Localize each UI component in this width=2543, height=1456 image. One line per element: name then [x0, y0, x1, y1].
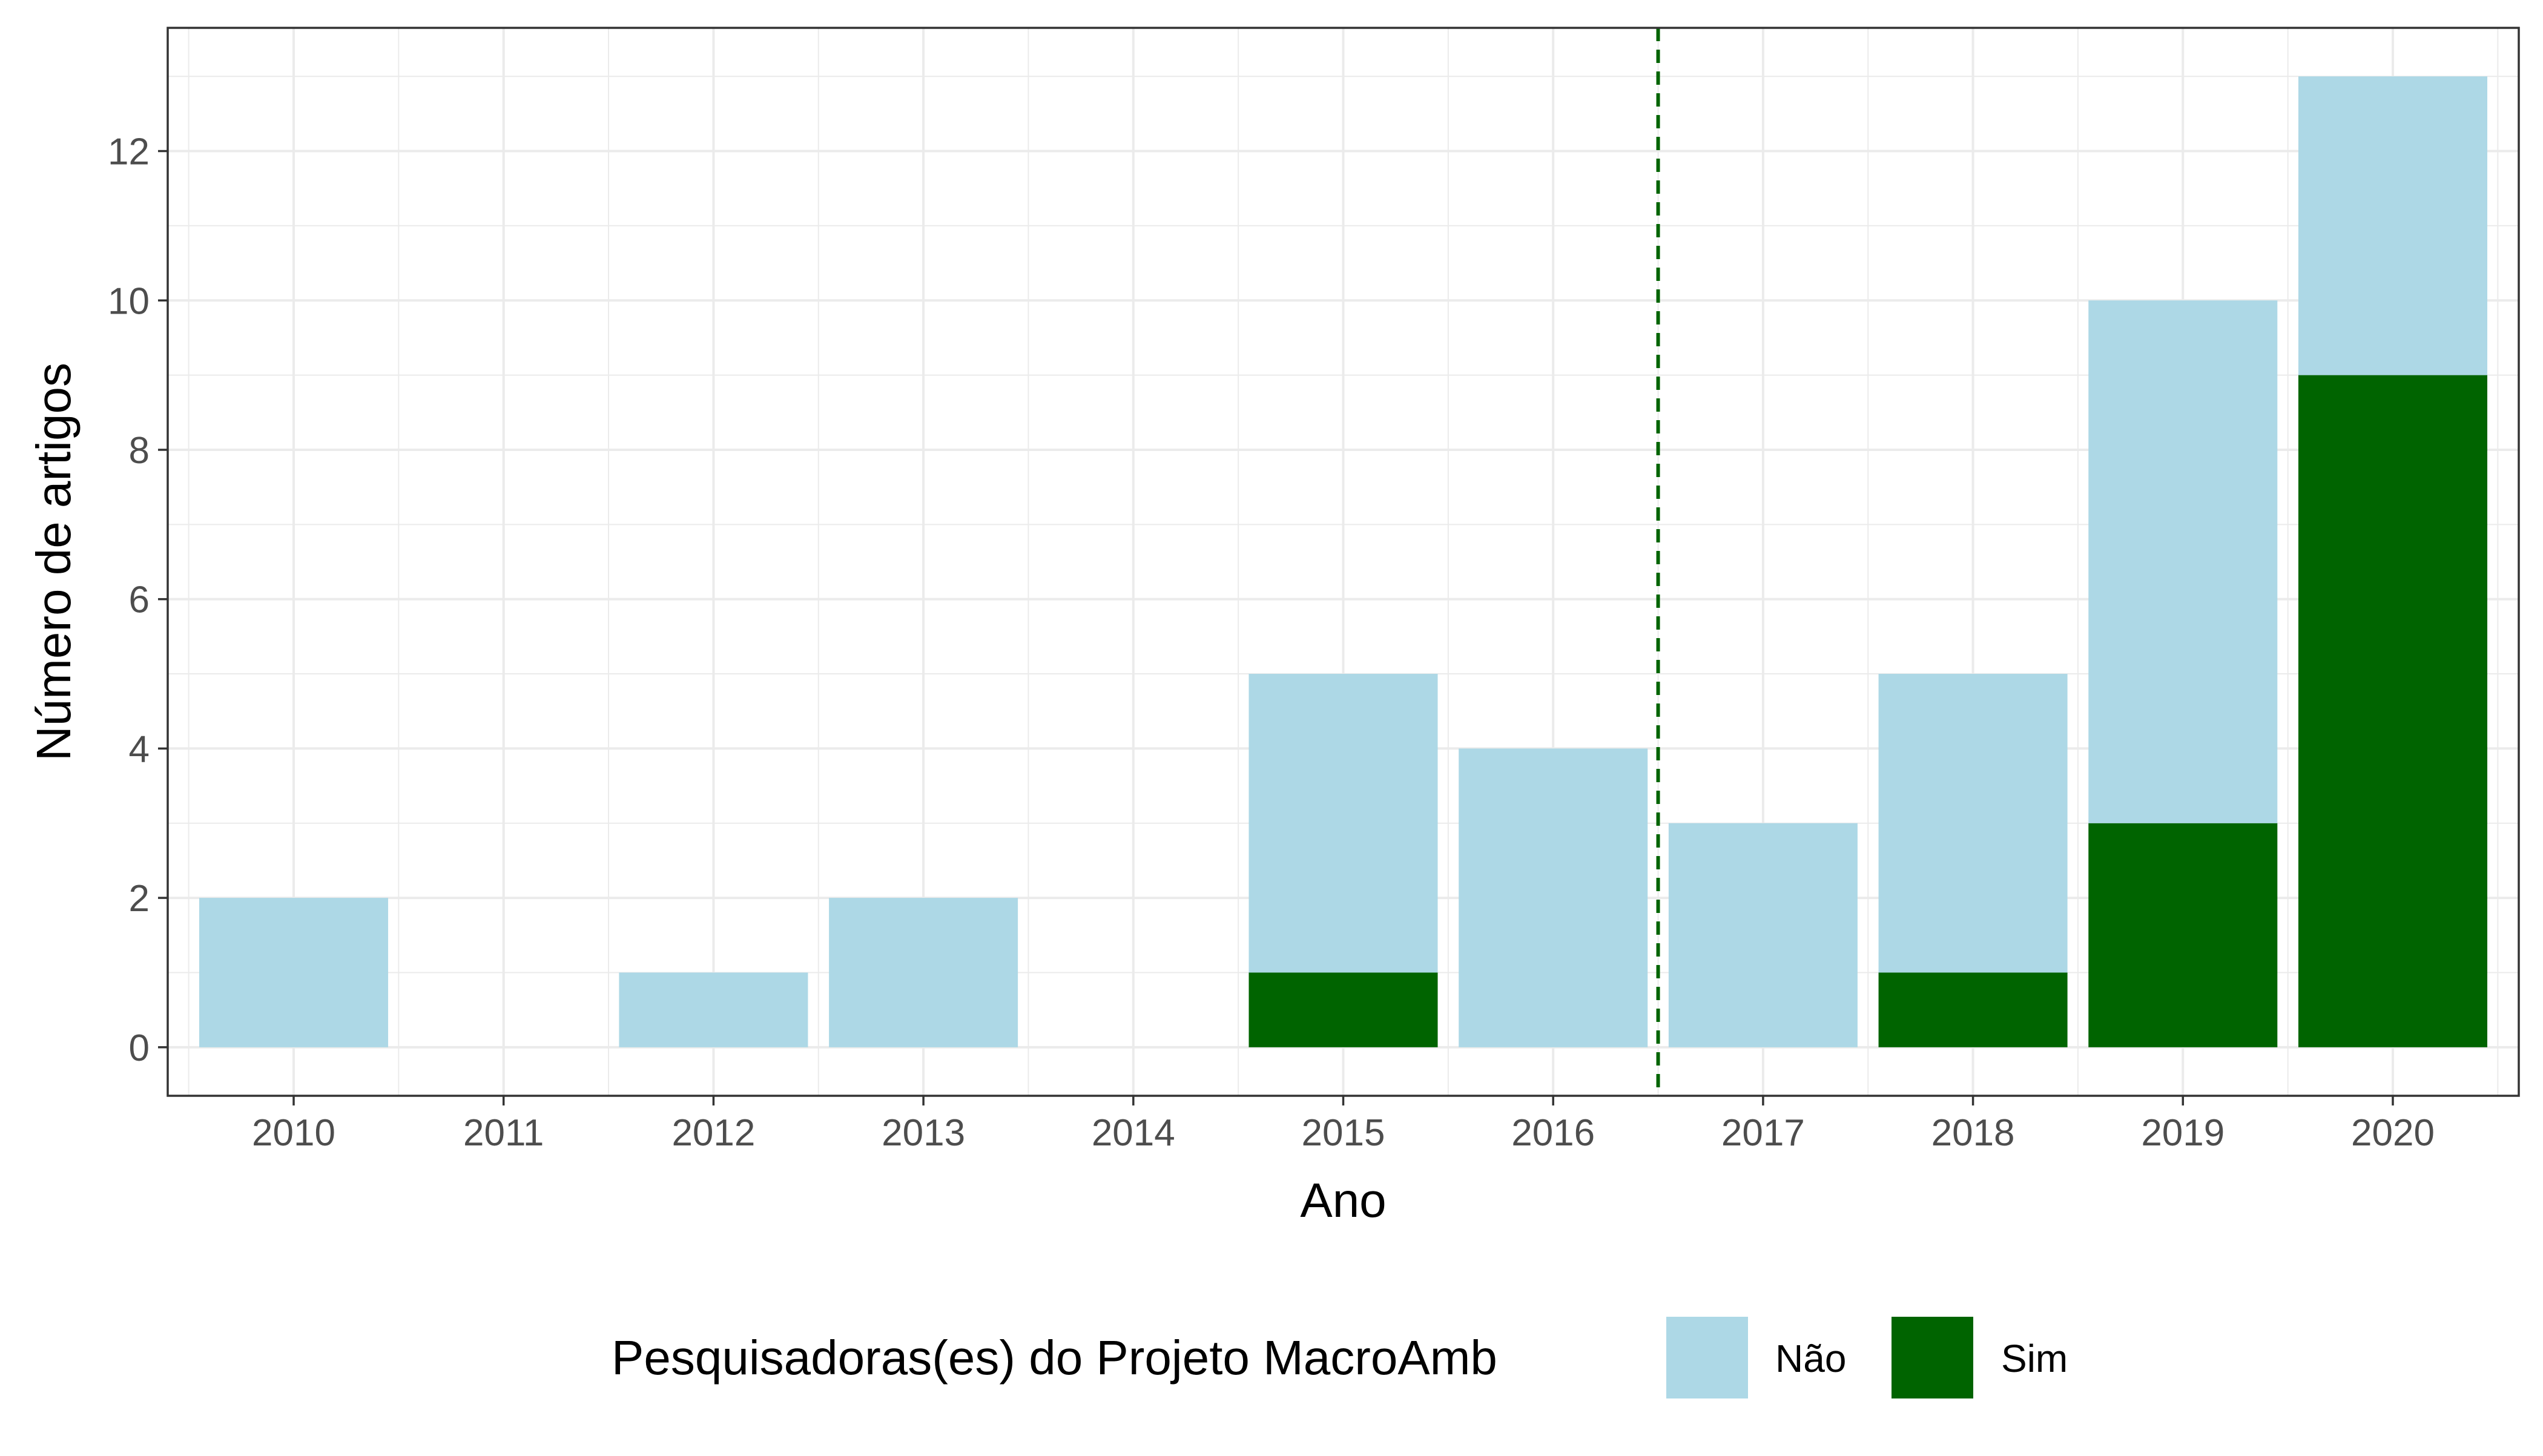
x-tick-label: 2016 — [1511, 1112, 1595, 1154]
legend: Pesquisadoras(es) do Projeto MacroAmb Nã… — [612, 1317, 2068, 1398]
y-tick-label: 12 — [108, 131, 150, 173]
legend-key-sim — [1892, 1317, 1973, 1398]
y-tick-label: 0 — [129, 1027, 150, 1069]
x-tick-label: 2010 — [252, 1112, 335, 1154]
bar-2010-nao — [199, 898, 389, 1047]
x-tick-label: 2018 — [1931, 1112, 2015, 1154]
x-tick-label: 2012 — [671, 1112, 755, 1154]
y-tick-label: 4 — [129, 728, 150, 770]
x-tick-label: 2019 — [2141, 1112, 2225, 1154]
y-tick-label: 10 — [108, 280, 150, 322]
legend-label-nao: Não — [1775, 1337, 1846, 1380]
legend-label-sim: Sim — [2001, 1337, 2068, 1380]
y-tick-label: 8 — [129, 430, 150, 472]
y-axis-ticks: 0 2 4 6 8 10 12 — [108, 131, 168, 1069]
x-tick-label: 2015 — [1302, 1112, 1385, 1154]
x-tick-label: 2017 — [1721, 1112, 1805, 1154]
bar-2018-sim — [1878, 972, 2068, 1047]
bar-2012-nao — [619, 972, 808, 1047]
bar-2016-nao — [1459, 748, 1648, 1047]
bar-2020-sim — [2298, 375, 2487, 1047]
x-tick-label: 2011 — [463, 1112, 544, 1154]
y-tick-label: 6 — [129, 579, 150, 621]
x-tick-label: 2013 — [882, 1112, 965, 1154]
legend-key-nao — [1666, 1317, 1748, 1398]
bar-2018-nao — [1878, 674, 2068, 973]
legend-title: Pesquisadoras(es) do Projeto MacroAmb — [612, 1331, 1497, 1385]
bar-2019-nao — [2088, 300, 2278, 823]
bar-2015-nao — [1248, 674, 1438, 973]
bars — [199, 76, 2487, 1047]
x-axis-ticks: 2010 2011 2012 2013 2014 2015 2016 2017 2018 2019… — [252, 1096, 2435, 1154]
bar-2019-sim — [2088, 823, 2278, 1047]
y-axis-title: Número de artigos — [27, 363, 81, 761]
x-tick-label: 2014 — [1092, 1112, 1175, 1154]
bar-2015-sim — [1248, 972, 1438, 1047]
bar-2017-nao — [1668, 823, 1858, 1047]
x-tick-label: 2020 — [2351, 1112, 2435, 1154]
bar-2013-nao — [829, 898, 1018, 1047]
y-tick-label: 2 — [129, 878, 150, 920]
x-axis-title: Ano — [1300, 1173, 1386, 1227]
bar-2020-nao — [2298, 76, 2487, 375]
